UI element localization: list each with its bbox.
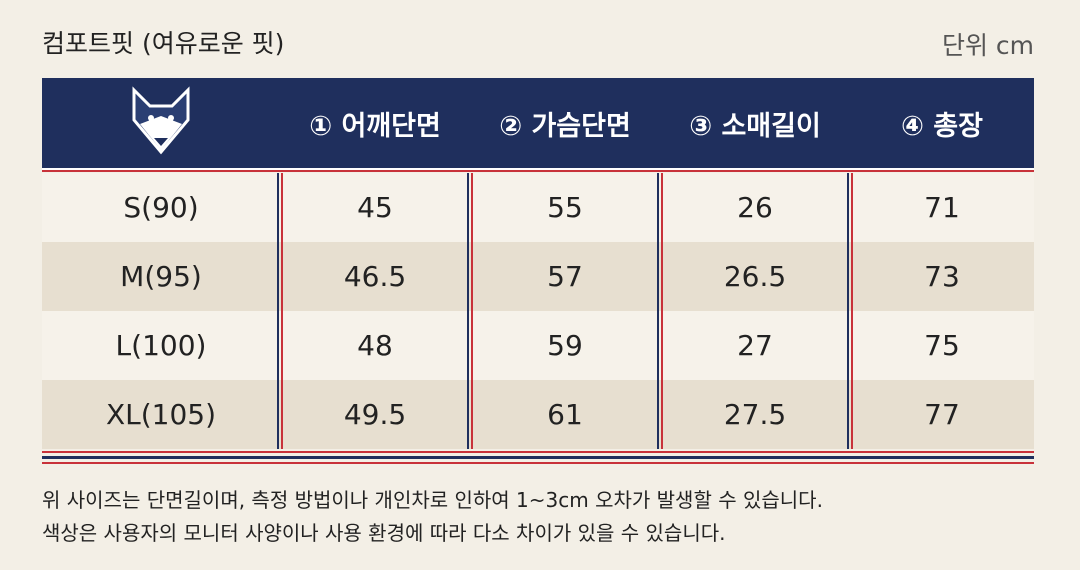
value-cell: 49.5 xyxy=(343,398,407,431)
value-cell: 46.5 xyxy=(343,260,407,293)
size-cell: L(100) xyxy=(115,329,207,362)
column-divider xyxy=(657,173,659,449)
column-divider xyxy=(851,173,853,449)
unit: 단위 cm xyxy=(941,31,1034,60)
value-cell: 26.5 xyxy=(723,260,787,293)
fox-logo xyxy=(132,86,190,155)
column-header: ① 어깨단면 xyxy=(309,110,441,142)
stripe xyxy=(42,456,1034,459)
value-cell: 27.5 xyxy=(723,398,787,431)
column-header: ③ 소매길이 xyxy=(689,110,821,142)
column-header: ④ 총장 xyxy=(901,110,983,142)
value-cell: 73 xyxy=(924,260,960,293)
column-divider xyxy=(467,173,469,449)
value-cell: 27 xyxy=(737,329,773,362)
note: 색상은 사용자의 모니터 사양이나 사용 환경에 따라 다소 차이가 있을 수 … xyxy=(42,521,726,545)
column-divider xyxy=(277,173,279,449)
value-cell: 55 xyxy=(547,191,583,224)
row-bg xyxy=(42,311,1034,380)
note: 위 사이즈는 단면길이며, 측정 방법이나 개인차로 인하여 1~3cm 오차가… xyxy=(42,488,823,512)
value-cell: 57 xyxy=(547,260,583,293)
column-divider xyxy=(661,173,663,449)
column-divider xyxy=(847,173,849,449)
value-cell: 48 xyxy=(357,329,393,362)
value-cell: 45 xyxy=(357,191,393,224)
size-cell: M(95) xyxy=(120,260,202,293)
column-divider xyxy=(471,173,473,449)
value-cell: 77 xyxy=(924,398,960,431)
size-cell: S(90) xyxy=(123,191,199,224)
stripe xyxy=(42,462,1034,464)
header-band xyxy=(42,78,1034,168)
value-cell: 71 xyxy=(924,191,960,224)
value-cell: 59 xyxy=(547,329,583,362)
row-bg xyxy=(42,242,1034,311)
stripe xyxy=(42,168,1034,170)
column-divider xyxy=(281,173,283,449)
row-bg xyxy=(42,173,1034,242)
column-header: ② 가슴단면 xyxy=(499,110,631,142)
size-cell: XL(105) xyxy=(105,398,217,431)
value-cell: 26 xyxy=(737,191,773,224)
value-cell: 61 xyxy=(547,398,583,431)
stripe xyxy=(42,451,1034,453)
title: 컴포트핏 (여유로운 핏) xyxy=(42,29,285,58)
row-bg xyxy=(42,380,1034,449)
stripe xyxy=(42,170,1034,172)
value-cell: 75 xyxy=(924,329,960,362)
